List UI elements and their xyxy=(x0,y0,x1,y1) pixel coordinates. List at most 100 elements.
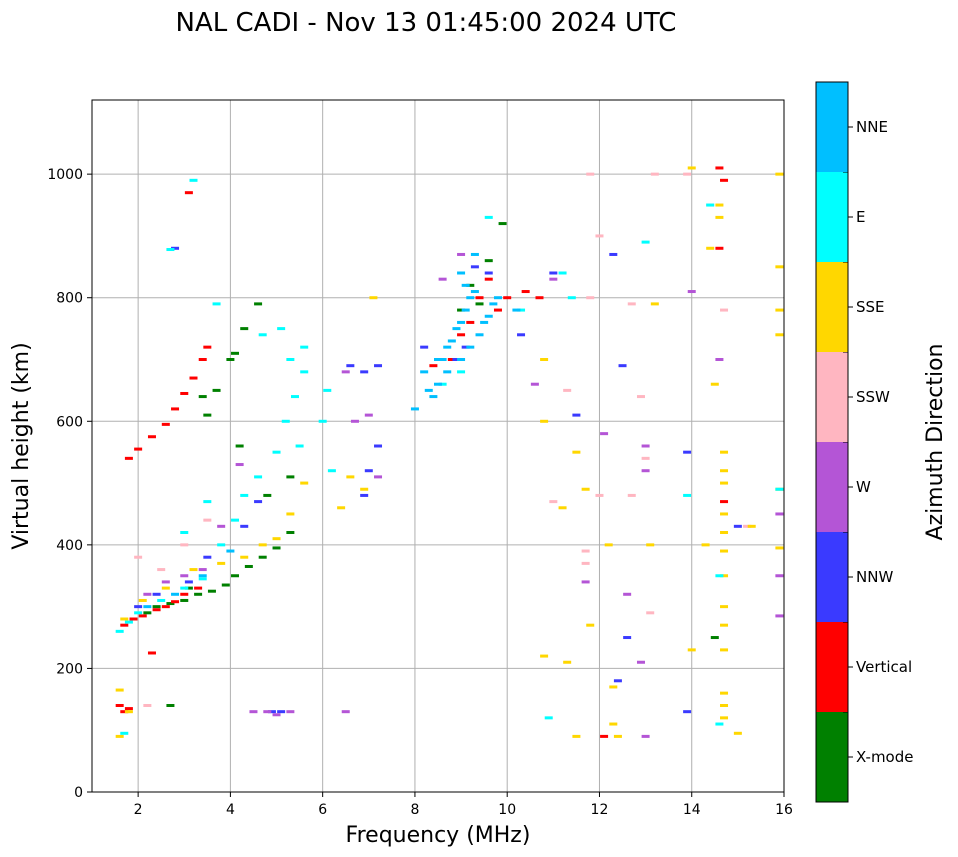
data-point xyxy=(410,407,419,411)
data-point xyxy=(120,731,129,735)
data-point xyxy=(180,592,189,596)
data-point xyxy=(733,524,742,528)
data-point xyxy=(198,395,207,399)
data-point xyxy=(447,358,456,361)
colorbar-tick-label: E xyxy=(856,208,865,226)
data-point xyxy=(295,444,304,448)
data-point xyxy=(609,722,618,726)
series-sse xyxy=(115,166,784,738)
data-point xyxy=(217,524,226,528)
data-point xyxy=(318,419,327,423)
y-tick-label: 0 xyxy=(74,785,83,801)
series-nne xyxy=(143,252,521,609)
data-point xyxy=(558,271,567,275)
x-axis: 2 4 6 8 10 12 14 16 xyxy=(134,792,793,818)
data-point xyxy=(475,333,484,337)
data-point xyxy=(484,277,493,281)
data-point xyxy=(775,265,784,269)
data-point xyxy=(720,549,729,553)
data-point xyxy=(272,546,281,550)
y-tick-label: 400 xyxy=(56,538,83,554)
data-point xyxy=(198,358,207,361)
data-point xyxy=(720,308,729,312)
colorbar-tick-label: Vertical xyxy=(856,658,912,676)
colorbar-segment xyxy=(816,82,848,172)
data-point xyxy=(720,531,729,534)
data-point xyxy=(277,327,286,331)
colorbar-segment xyxy=(816,622,848,712)
data-point xyxy=(470,265,479,269)
data-point xyxy=(244,564,253,568)
data-point xyxy=(180,543,189,547)
data-point xyxy=(189,376,198,380)
data-point xyxy=(775,512,784,516)
data-point xyxy=(152,605,161,609)
data-point xyxy=(706,203,715,207)
data-point xyxy=(129,617,138,621)
data-point xyxy=(180,574,189,578)
x-tick-label: 2 xyxy=(134,802,143,818)
data-point xyxy=(457,358,466,361)
data-point xyxy=(235,463,244,467)
data-point xyxy=(715,215,724,219)
series-x-mode xyxy=(143,222,719,707)
data-point xyxy=(180,531,189,534)
data-point xyxy=(720,716,729,720)
data-point xyxy=(646,611,655,615)
series-vertical xyxy=(115,166,729,738)
data-point xyxy=(466,320,475,324)
colorbar-tick-label: SSW xyxy=(856,388,890,406)
data-point xyxy=(166,248,175,252)
x-tick-label: 10 xyxy=(498,802,516,818)
data-point xyxy=(600,432,609,436)
data-point xyxy=(517,333,526,337)
data-point xyxy=(420,345,429,349)
data-point xyxy=(484,314,493,318)
data-point xyxy=(715,166,724,170)
data-point xyxy=(461,308,470,312)
data-point xyxy=(360,487,369,491)
data-point xyxy=(198,577,207,581)
data-point xyxy=(258,333,267,337)
data-point xyxy=(530,382,539,386)
data-point xyxy=(466,296,475,300)
data-point xyxy=(720,450,729,454)
data-point xyxy=(706,246,715,250)
data-point xyxy=(207,589,216,593)
plot-area xyxy=(91,99,785,793)
data-point xyxy=(147,651,156,655)
data-point xyxy=(277,710,286,714)
y-tick-label: 200 xyxy=(56,661,83,677)
data-point xyxy=(180,586,189,590)
data-point xyxy=(226,358,235,361)
data-point xyxy=(540,654,549,658)
data-point xyxy=(609,252,618,256)
data-point xyxy=(535,296,544,300)
data-point xyxy=(217,561,226,565)
data-point xyxy=(157,568,166,572)
data-point xyxy=(636,660,645,664)
data-point xyxy=(743,524,752,528)
data-point xyxy=(189,178,198,182)
data-point xyxy=(563,660,572,664)
data-point xyxy=(775,308,784,312)
data-point xyxy=(258,543,267,547)
data-point xyxy=(180,391,189,395)
data-point xyxy=(687,648,696,652)
colorbar-segment xyxy=(816,442,848,532)
data-point xyxy=(650,172,659,176)
data-point xyxy=(586,172,595,176)
data-point xyxy=(327,469,336,473)
data-point xyxy=(646,543,655,547)
data-point xyxy=(480,320,489,324)
data-point xyxy=(263,710,272,714)
data-point xyxy=(217,543,226,547)
data-point xyxy=(683,710,692,714)
data-point xyxy=(720,605,729,609)
data-point xyxy=(687,166,696,170)
data-point xyxy=(240,327,249,331)
data-point xyxy=(572,413,581,417)
data-point xyxy=(300,370,309,374)
data-point xyxy=(715,203,724,207)
data-point xyxy=(438,277,447,281)
